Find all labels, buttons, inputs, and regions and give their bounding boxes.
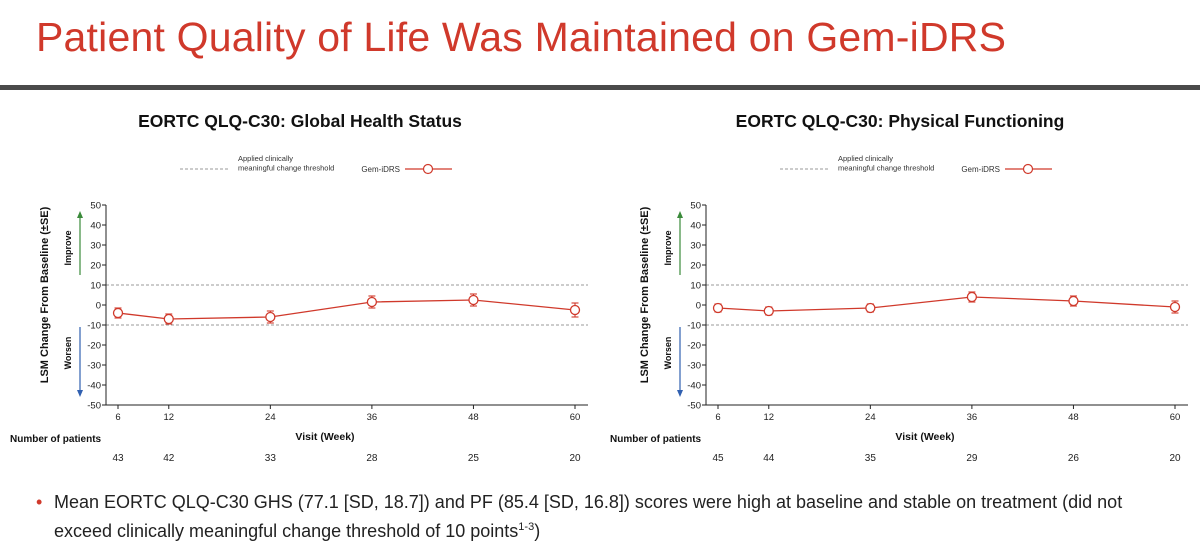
data-point [468, 294, 479, 306]
y-tick-label: -10 [687, 321, 701, 332]
y-tick-label: -40 [87, 381, 101, 392]
patient-count: 26 [1068, 453, 1080, 464]
patient-count: 20 [1169, 453, 1181, 464]
improve-label: Improve [63, 230, 73, 265]
patient-count: 43 [112, 453, 124, 464]
x-tick-label: 48 [468, 412, 479, 423]
chart-panel-global-health: EORTC QLQ-C30: Global Health Status Appl… [0, 95, 600, 470]
data-point [569, 304, 581, 316]
y-tick-label: 40 [90, 221, 101, 232]
y-tick-label: -40 [687, 381, 701, 392]
y-tick-label: 40 [690, 221, 701, 232]
y-tick-label: 0 [96, 301, 101, 312]
x-tick-label: 12 [163, 412, 174, 423]
data-point [712, 302, 724, 314]
x-axis-title: Visit (Week) [295, 431, 354, 443]
y-tick-label: 10 [690, 281, 701, 292]
patients-label: Number of patients [10, 434, 102, 445]
patient-count: 33 [265, 453, 277, 464]
data-point [366, 296, 378, 308]
data-point [1068, 295, 1079, 307]
bullet-closing: ) [534, 521, 541, 541]
data-point [112, 307, 124, 319]
patient-count: 42 [163, 453, 175, 464]
legend-threshold-label: Applied clinically meaningful change thre… [838, 154, 934, 173]
data-point [265, 311, 276, 323]
title-rule [0, 85, 1200, 90]
y-tick-label: -50 [87, 401, 101, 412]
x-tick-label: 24 [265, 412, 276, 423]
y-tick-label: 20 [90, 261, 101, 272]
y-tick-label: 0 [696, 301, 701, 312]
x-tick-label: 48 [1068, 412, 1079, 423]
worsen-label: Worsen [663, 337, 673, 370]
x-tick-label: 6 [715, 412, 720, 423]
patient-count: 45 [712, 453, 724, 464]
x-tick-label: 12 [763, 412, 774, 423]
y-tick-label: -30 [687, 361, 701, 372]
data-point [763, 305, 774, 317]
bullet-reference: 1-3 [518, 521, 535, 533]
y-tick-label: -20 [687, 341, 701, 352]
x-tick-label: 24 [865, 412, 876, 423]
bullet-body: Mean EORTC QLQ-C30 GHS (77.1 [SD, 18.7])… [54, 492, 1123, 541]
patients-label: Number of patients [610, 434, 702, 445]
bullet-text: Mean EORTC QLQ-C30 GHS (77.1 [SD, 18.7])… [54, 490, 1184, 544]
legend-series-label: Gem-iDRS [361, 165, 400, 174]
y-tick-label: -30 [87, 361, 101, 372]
bullet-marker: • [36, 492, 43, 512]
chart-panel-physical-functioning: EORTC QLQ-C30: Physical Functioning Appl… [600, 95, 1200, 470]
data-point [966, 291, 978, 303]
y-tick-label: 10 [90, 281, 101, 292]
series-line-gem-idrs [717, 296, 1176, 312]
x-tick-label: 36 [367, 412, 378, 423]
improve-arrow-head [677, 211, 683, 218]
y-tick-label: 50 [90, 201, 101, 212]
legend-series-marker [1022, 163, 1034, 175]
y-tick-label: -50 [687, 401, 701, 412]
x-tick-label: 60 [1170, 412, 1181, 423]
data-point [1169, 301, 1181, 313]
patient-count: 35 [865, 453, 877, 464]
y-axis-title: LSM Change From Baseline (±SE) [39, 206, 51, 383]
y-tick-label: 50 [690, 201, 701, 212]
data-point [163, 313, 174, 325]
slide-title: Patient Quality of Life Was Maintained o… [36, 14, 1007, 60]
y-tick-label: 30 [90, 241, 101, 252]
x-axis-title: Visit (Week) [895, 431, 954, 443]
patient-count: 25 [468, 453, 480, 464]
legend-threshold-label: Applied clinically meaningful change thre… [238, 154, 334, 173]
legend-series-marker [422, 163, 434, 175]
data-point [865, 302, 876, 314]
y-axis-title: LSM Change From Baseline (±SE) [639, 206, 651, 383]
chart-svg-physical-functioning: Applied clinically meaningful change thre… [610, 154, 1188, 464]
chart-title: EORTC QLQ-C30: Global Health Status [138, 111, 462, 131]
y-tick-label: -10 [87, 321, 101, 332]
series-line-gem-idrs [117, 299, 576, 320]
y-tick-label: -20 [87, 341, 101, 352]
patient-count: 20 [569, 453, 581, 464]
y-tick-label: 20 [690, 261, 701, 272]
worsen-arrow-head [77, 390, 83, 397]
improve-label: Improve [663, 230, 673, 265]
improve-arrow-head [77, 211, 83, 218]
x-tick-label: 36 [967, 412, 978, 423]
patient-count: 44 [763, 453, 775, 464]
worsen-arrow-head [677, 390, 683, 397]
chart-svg-global-health: Applied clinically meaningful change thre… [10, 154, 588, 464]
patient-count: 29 [966, 453, 978, 464]
patient-count: 28 [366, 453, 378, 464]
chart-title: EORTC QLQ-C30: Physical Functioning [735, 111, 1065, 131]
y-tick-label: 30 [690, 241, 701, 252]
worsen-label: Worsen [63, 337, 73, 370]
x-tick-label: 60 [570, 412, 581, 423]
legend-series-label: Gem-iDRS [961, 165, 1000, 174]
x-tick-label: 6 [115, 412, 120, 423]
